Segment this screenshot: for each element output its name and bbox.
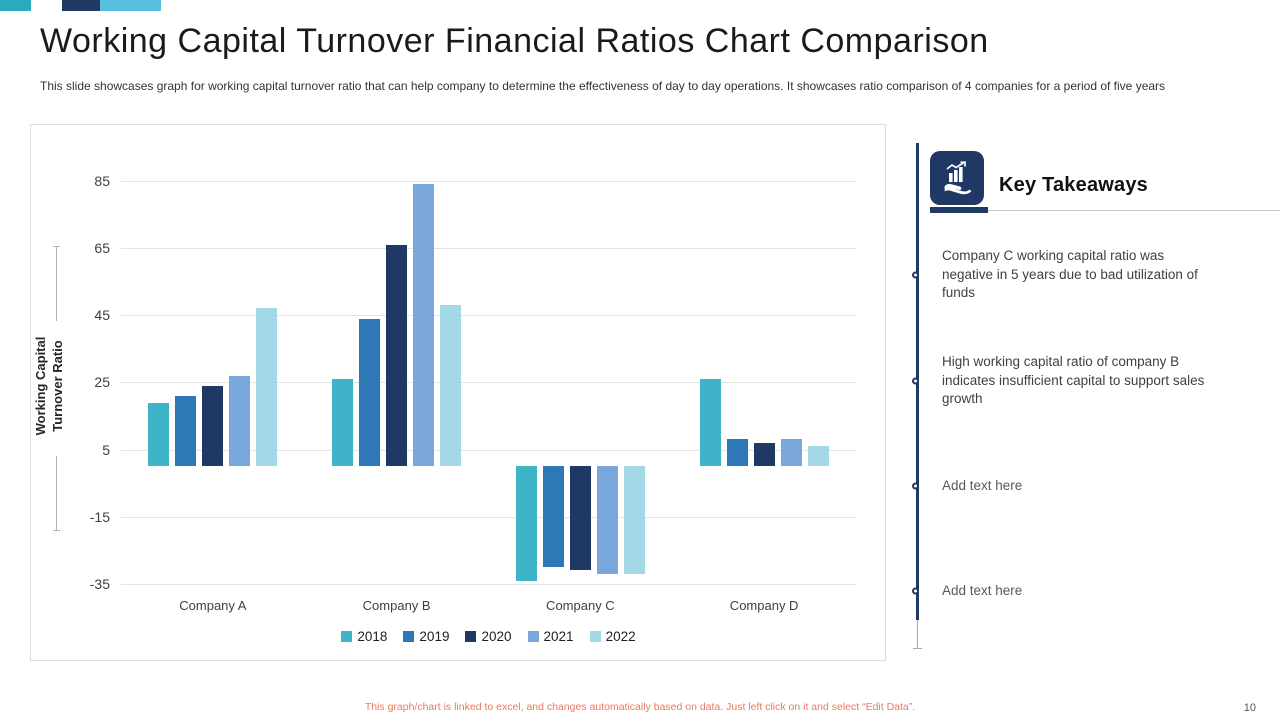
takeaways-timeline-tail (917, 620, 918, 648)
gridline (121, 315, 856, 317)
takeaway-bullet-dot (912, 482, 919, 490)
bar-2020-company-b (386, 244, 408, 467)
bar-2018-company-b (332, 379, 354, 467)
bar-2020-company-c (569, 466, 591, 571)
bar-2019-company-c (542, 466, 564, 568)
bar-2021-company-b (413, 184, 435, 467)
bar-2022-company-b (440, 305, 462, 467)
bar-2022-company-d (807, 446, 829, 467)
bar-2019-company-b (359, 318, 381, 467)
gridline (121, 382, 856, 384)
bar-2022-company-c (623, 466, 645, 574)
y-tick-label: 45 (94, 307, 110, 324)
key-takeaways-heading: Key Takeaways (999, 174, 1148, 196)
bar-2021-company-c (596, 466, 618, 574)
y-tick-label: 65 (94, 239, 110, 256)
takeaway-item[interactable]: Add text here (912, 582, 1210, 601)
gridline (121, 516, 856, 518)
chart-legend: 2018 2019 2020 2021 2022 (121, 629, 856, 644)
key-takeaways-list: Company C working capital ratio was nega… (912, 0, 1210, 720)
bar-2022-company-a (256, 308, 278, 467)
bar-2020-company-a (202, 385, 224, 467)
legend-label: 2022 (605, 629, 636, 644)
legend-swatch (341, 631, 353, 642)
gridline (121, 449, 856, 451)
legend-item-2021: 2021 (527, 629, 574, 644)
gridline (121, 180, 856, 182)
legend-label: 2020 (481, 629, 512, 644)
legend-swatch (527, 631, 539, 642)
takeaway-bullet-dot (912, 271, 919, 279)
plot-area[interactable]: 85 65 45 25 5 -15 -35 Company A Company B Company… (90, 164, 856, 613)
x-category-label: Company D (729, 598, 799, 613)
takeaways-timeline-endcap (913, 648, 922, 649)
gridline (121, 583, 856, 585)
page-number: 10 (1243, 702, 1256, 714)
bar-2018-company-c (515, 466, 537, 581)
legend-swatch (465, 631, 477, 642)
legend-item-2018: 2018 (341, 629, 387, 644)
legend-label: 2019 (419, 629, 450, 644)
bar-2018-company-a (148, 402, 170, 467)
y-tick-label: -15 (89, 508, 110, 525)
bar-group-company-c (515, 164, 645, 594)
slide-title: Working Capital Turnover Financial Ratio… (40, 22, 989, 60)
chart-card[interactable]: Working Capital Turnover Ratio 85 65 45 25 5… (30, 124, 886, 661)
footer-note: This graph/chart is linked to excel, and… (364, 701, 916, 713)
heading-underline-accent (930, 207, 988, 213)
x-category-label: Company B (362, 598, 431, 613)
bar-2021-company-d (780, 439, 802, 467)
bar-2020-company-d (753, 442, 775, 467)
bar-2021-company-a (229, 375, 251, 467)
accent-bar-teal (0, 0, 31, 11)
bar-2019-company-d (726, 439, 748, 467)
legend-swatch (589, 631, 601, 642)
bar-group-company-b (332, 164, 462, 594)
y-tick-label: -35 (89, 575, 110, 592)
takeaway-text: High working capital ratio of company B … (942, 354, 1205, 407)
takeaway-item: Company C working capital ratio was nega… (912, 247, 1210, 303)
legend-item-2022: 2022 (589, 629, 636, 644)
accent-bar-navy (62, 0, 100, 11)
y-axis-decor-line-bottom (53, 456, 60, 531)
takeaway-item[interactable]: Add text here (912, 477, 1210, 496)
accent-bar-lightblue (100, 0, 161, 11)
y-axis-decor-line-top (53, 246, 60, 321)
slide-subtitle: This slide showcases graph for working c… (40, 79, 1166, 93)
hand-holding-chart-icon (944, 161, 972, 195)
bar-2019-company-a (175, 395, 197, 467)
legend-label: 2018 (357, 629, 388, 644)
legend-item-2019: 2019 (403, 629, 449, 644)
heading-underline-rule (988, 210, 1280, 211)
bar-group-company-a (148, 164, 278, 594)
bar-group-company-d (699, 164, 829, 594)
bar-2018-company-d (699, 379, 721, 467)
legend-swatch (403, 631, 415, 642)
takeaway-text: Company C working capital ratio was nega… (942, 248, 1198, 301)
takeaway-text[interactable]: Add text here (942, 583, 1023, 598)
takeaway-bullet-dot (912, 587, 919, 595)
y-tick-label: 85 (94, 172, 110, 189)
legend-label: 2021 (543, 629, 574, 644)
x-category-label: Company C (546, 598, 615, 613)
takeaway-item: High working capital ratio of company B … (912, 353, 1210, 409)
x-category-label: Company A (179, 598, 247, 613)
y-tick-label: 5 (102, 441, 110, 458)
y-tick-label: 25 (94, 374, 110, 391)
key-takeaways-icon-badge (930, 151, 984, 205)
takeaway-text[interactable]: Add text here (942, 478, 1023, 493)
gridline (121, 247, 856, 249)
takeaway-bullet-dot (912, 377, 919, 385)
legend-item-2020: 2020 (465, 629, 512, 644)
